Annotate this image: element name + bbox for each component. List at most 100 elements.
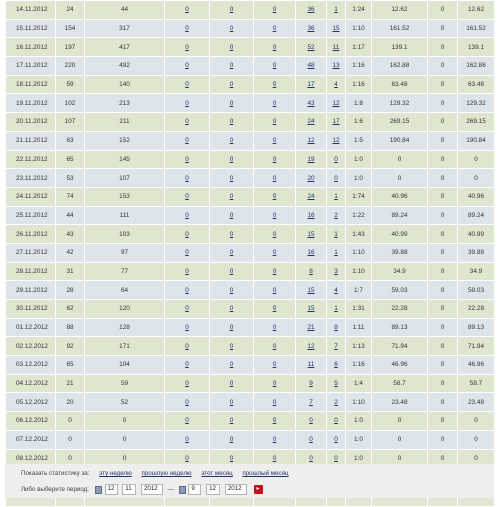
cell-c6-link[interactable]: 0	[309, 454, 313, 462]
cell-c5-link[interactable]: 0	[272, 417, 277, 425]
cell-c7-link[interactable]: 2	[334, 398, 338, 406]
cell-c6-link[interactable]: 12	[307, 137, 315, 145]
cell-c3-link[interactable]: 0	[185, 249, 189, 257]
cell-c5-link[interactable]: 0	[272, 436, 277, 444]
to-year-input[interactable]: 2012	[224, 484, 247, 495]
cell-c7-link[interactable]: 0	[334, 436, 338, 444]
cell-c5-link[interactable]: 0	[272, 6, 277, 14]
from-year-input[interactable]: 2012	[140, 484, 163, 495]
cell-c6-link[interactable]: 36	[307, 6, 315, 14]
cell-c7-link[interactable]: 1	[334, 305, 338, 313]
cell-c3-link[interactable]: 0	[185, 230, 189, 238]
from-month-input[interactable]: 11	[122, 484, 137, 495]
cell-c4-link[interactable]: 0	[229, 380, 234, 388]
calendar-icon[interactable]	[94, 485, 102, 494]
cell-c6-link[interactable]: 19	[307, 155, 315, 163]
link-this-week[interactable]: эту неделю	[99, 470, 132, 477]
cell-c4-link[interactable]: 0	[229, 305, 234, 313]
cell-c3-link[interactable]: 0	[185, 361, 189, 369]
go-arrow-icon[interactable]: ▸	[253, 485, 263, 494]
cell-c3-link[interactable]: 0	[185, 43, 189, 51]
link-last-week[interactable]: прошлую неделю	[141, 470, 192, 477]
cell-c3-link[interactable]: 0	[185, 99, 189, 107]
cell-c4-link[interactable]: 0	[229, 43, 234, 51]
cell-c7-link[interactable]: 5	[334, 380, 338, 388]
cell-c7-link[interactable]: 12	[332, 99, 340, 107]
cell-c5-link[interactable]: 0	[272, 137, 277, 145]
cell-c4-link[interactable]: 0	[229, 193, 234, 201]
cell-c7-link[interactable]: 4	[334, 286, 338, 294]
cell-c4-link[interactable]: 0	[229, 398, 234, 406]
cell-c5-link[interactable]: 0	[272, 81, 277, 89]
cell-c5-link[interactable]: 0	[272, 398, 277, 406]
cell-c7-link[interactable]: 1	[334, 6, 338, 14]
cell-c4-link[interactable]: 0	[229, 230, 234, 238]
cell-c3-link[interactable]: 0	[185, 436, 189, 444]
cell-c6-link[interactable]: 0	[309, 417, 313, 425]
cell-c4-link[interactable]: 0	[229, 137, 234, 145]
cell-c3-link[interactable]: 0	[185, 155, 189, 163]
cell-c6-link[interactable]: 16	[307, 211, 315, 219]
cell-c7-link[interactable]: 0	[334, 454, 338, 462]
cell-c7-link[interactable]: 2	[334, 211, 338, 219]
cell-c5-link[interactable]: 0	[272, 342, 277, 350]
cell-c4-link[interactable]: 0	[229, 99, 234, 107]
cell-c5-link[interactable]: 0	[272, 25, 277, 33]
cell-c6-link[interactable]: 0	[309, 436, 313, 444]
to-month-input[interactable]: 12	[206, 484, 221, 495]
cell-c3-link[interactable]: 0	[185, 118, 189, 126]
cell-c7-link[interactable]: 4	[334, 81, 338, 89]
cell-c7-link[interactable]: 0	[334, 174, 338, 182]
cell-c4-link[interactable]: 0	[229, 25, 234, 33]
cell-c3-link[interactable]: 0	[185, 193, 189, 201]
cell-c3-link[interactable]: 0	[185, 211, 189, 219]
cell-c6-link[interactable]: 11	[307, 361, 315, 369]
cell-c3-link[interactable]: 0	[185, 6, 189, 14]
cell-c7-link[interactable]: 3	[334, 267, 338, 275]
cell-c6-link[interactable]: 15	[307, 305, 315, 313]
cell-c5-link[interactable]: 0	[272, 230, 277, 238]
cell-c7-link[interactable]: 1	[334, 230, 338, 238]
cell-c4-link[interactable]: 0	[229, 118, 234, 126]
to-day-input[interactable]: 9	[188, 484, 202, 495]
cell-c6-link[interactable]: 48	[307, 62, 315, 70]
cell-c7-link[interactable]: 15	[332, 25, 340, 33]
link-this-month[interactable]: этот месяц	[201, 470, 233, 477]
cell-c4-link[interactable]: 0	[229, 436, 234, 444]
cell-c4-link[interactable]: 0	[229, 211, 234, 219]
cell-c7-link[interactable]: 6	[334, 361, 338, 369]
cell-c3-link[interactable]: 0	[185, 380, 189, 388]
cell-c4-link[interactable]: 0	[229, 286, 234, 294]
cell-c7-link[interactable]: 1	[334, 193, 338, 201]
cell-c4-link[interactable]: 0	[229, 267, 234, 275]
cell-c7-link[interactable]: 11	[332, 43, 340, 51]
cell-c3-link[interactable]: 0	[185, 81, 189, 89]
cell-c7-link[interactable]: 1	[334, 249, 338, 257]
cell-c5-link[interactable]: 0	[272, 380, 277, 388]
cell-c5-link[interactable]: 0	[272, 361, 277, 369]
cell-c5-link[interactable]: 0	[272, 193, 277, 201]
cell-c4-link[interactable]: 0	[229, 361, 234, 369]
cell-c5-link[interactable]: 0	[272, 286, 277, 294]
cell-c4-link[interactable]: 0	[229, 249, 234, 257]
cell-c3-link[interactable]: 0	[185, 324, 189, 332]
cell-c6-link[interactable]: 24	[307, 193, 315, 201]
cell-c7-link[interactable]: 0	[334, 155, 338, 163]
cell-c7-link[interactable]: 12	[332, 137, 340, 145]
cell-c5-link[interactable]: 0	[272, 211, 277, 219]
cell-c5-link[interactable]: 0	[272, 62, 277, 70]
cell-c3-link[interactable]: 0	[185, 137, 189, 145]
cell-c4-link[interactable]: 0	[229, 155, 234, 163]
cell-c6-link[interactable]: 8	[309, 267, 313, 275]
cell-c3-link[interactable]: 0	[185, 62, 189, 70]
cell-c3-link[interactable]: 0	[185, 305, 189, 313]
cell-c7-link[interactable]: 7	[334, 342, 338, 350]
cell-c6-link[interactable]: 15	[307, 230, 315, 238]
cell-c4-link[interactable]: 0	[229, 81, 234, 89]
cell-c3-link[interactable]: 0	[185, 25, 189, 33]
cell-c4-link[interactable]: 0	[229, 454, 234, 462]
cell-c5-link[interactable]: 0	[272, 118, 277, 126]
cell-c3-link[interactable]: 0	[185, 267, 189, 275]
cell-c7-link[interactable]: 0	[334, 417, 338, 425]
cell-c6-link[interactable]: 43	[307, 99, 315, 107]
